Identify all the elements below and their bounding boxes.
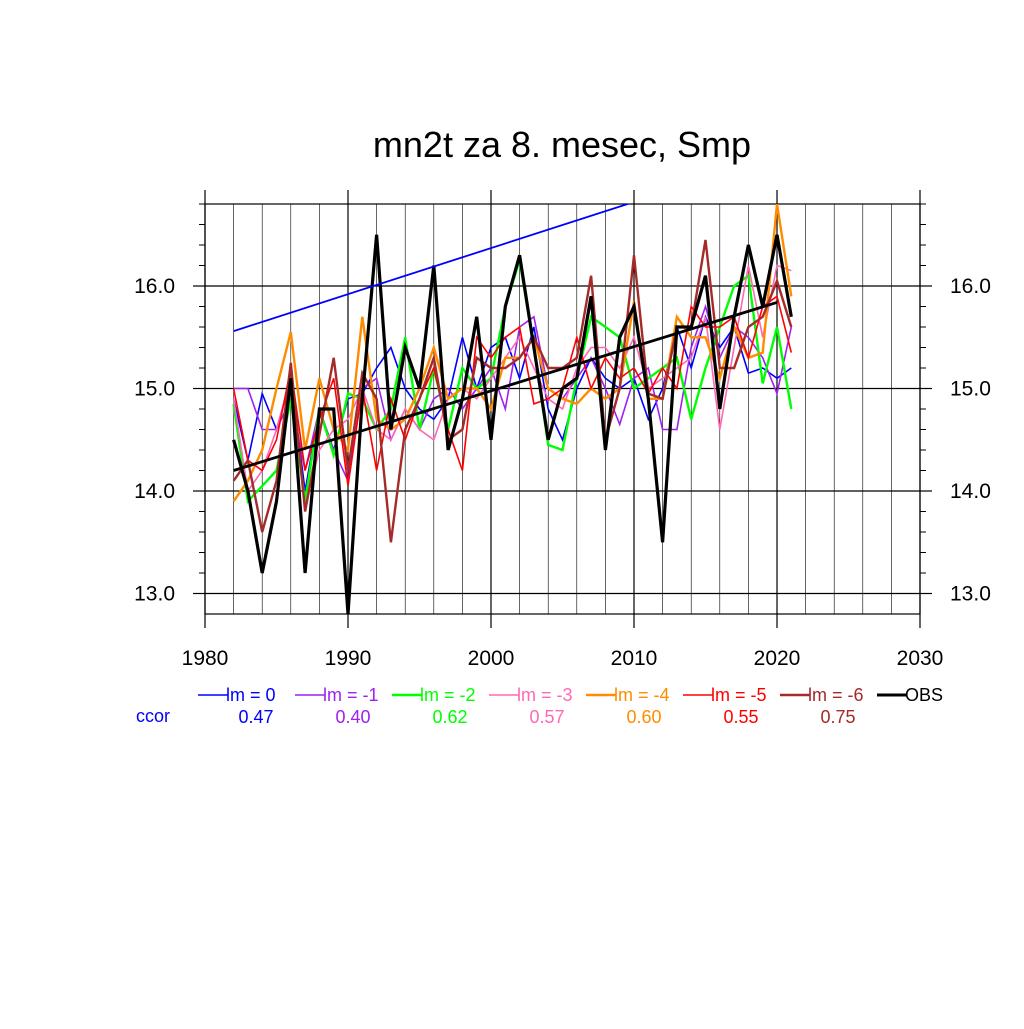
ccor-value: 0.75 [820, 707, 855, 727]
x-tick-label: 2000 [468, 647, 515, 670]
legend-label: OBS [905, 685, 943, 705]
axes: 1980 1990 2000 2010 2020 2030 13.0 13.0 14.0 14.0… [134, 190, 991, 670]
x-tick-label: 2020 [754, 647, 801, 670]
legend-label: lm = -1 [323, 685, 379, 705]
series-lines [232, 204, 793, 614]
series-line-obs [232, 234, 793, 614]
y-tick-label: 14.0 [134, 480, 175, 503]
legend-label: lm = -3 [517, 685, 573, 705]
grid-lines [204, 204, 921, 614]
y-tick-label: 16.0 [950, 275, 991, 298]
trend-line-obs-trend [233, 301, 778, 472]
ccor-value: 0.47 [238, 707, 273, 727]
series-line-lm-4 [232, 204, 793, 502]
legend-label: lm = -6 [808, 685, 864, 705]
x-tick-label: 2030 [897, 647, 944, 670]
series-line-lm-6 [232, 239, 793, 543]
x-tick-label: 2010 [611, 647, 658, 670]
y-tick-label: 15.0 [950, 378, 991, 401]
ccor-value: 0.62 [432, 707, 467, 727]
trend-line-lm-0-trend [233, 204, 631, 332]
y-tick-label: 13.0 [134, 583, 175, 606]
ccor-label: ccor [136, 706, 170, 726]
ccor-value: 0.57 [529, 707, 564, 727]
ccor-value: 0.40 [335, 707, 370, 727]
ccor-value: 0.60 [626, 707, 661, 727]
x-tick-label: 1980 [182, 647, 229, 670]
y-tick-label: 13.0 [950, 583, 991, 606]
legend-label: lm = 0 [226, 685, 276, 705]
legend-label: lm = -5 [711, 685, 767, 705]
legend-label: lm = -4 [614, 685, 670, 705]
y-tick-label: 15.0 [134, 378, 175, 401]
x-tick-label: 1990 [325, 647, 372, 670]
y-tick-label: 14.0 [950, 480, 991, 503]
chart-title: mn2t za 8. mesec, Smp [373, 124, 751, 165]
legend-label: lm = -2 [420, 685, 476, 705]
y-tick-label: 16.0 [134, 275, 175, 298]
ccor-value: 0.55 [723, 707, 758, 727]
